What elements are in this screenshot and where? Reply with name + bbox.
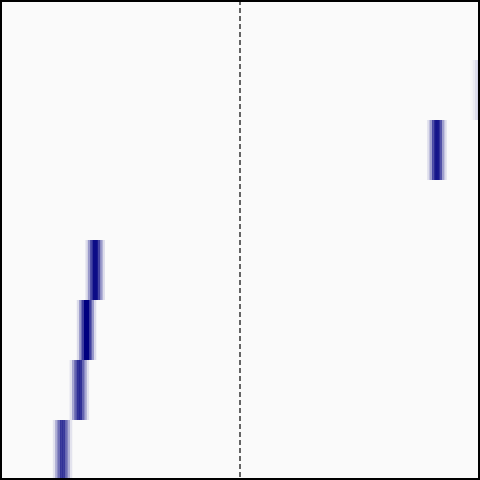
heatmap-cell-band xyxy=(76,360,80,420)
heatmap-cell-band xyxy=(97,240,101,300)
heatmap-cell-row-0 xyxy=(52,420,73,480)
heatmap-cell-band xyxy=(85,240,89,300)
heatmap-cell-band xyxy=(62,420,66,480)
heatmap-cell-band xyxy=(57,420,61,480)
heatmap-cell-band xyxy=(79,300,82,360)
heatmap-cell-row-3 xyxy=(85,240,105,300)
heatmap-cell-band xyxy=(67,420,70,480)
heatmap-cell-band xyxy=(88,300,92,360)
heatmap-cell-band xyxy=(86,300,90,360)
heatmap-cell-band xyxy=(52,420,56,480)
heatmap-cells xyxy=(52,60,480,480)
heatmap-cell-band xyxy=(439,120,442,180)
heatmap-cell-band xyxy=(93,300,97,360)
heatmap-cell-row-5 xyxy=(427,120,447,180)
heatmap-cell-band xyxy=(472,60,476,120)
heatmap-cell-band xyxy=(74,360,78,420)
heatmap-cell-band xyxy=(81,360,85,420)
heatmap-cell-band xyxy=(470,60,473,120)
heatmap-cell-band xyxy=(76,300,80,360)
heatmap-cell-band xyxy=(55,420,58,480)
heatmap-cell-band xyxy=(444,120,447,180)
heatmap-cell-band xyxy=(95,240,98,300)
heatmap-cell-band xyxy=(72,360,75,420)
heatmap-cell-band xyxy=(432,120,435,180)
heatmap-cell-row-2 xyxy=(76,300,97,360)
heatmap-cell-band xyxy=(91,300,94,360)
heatmap-cell-band xyxy=(64,420,68,480)
heatmap-cell-band xyxy=(87,240,91,300)
heatmap-cell-band xyxy=(90,240,93,300)
heatmap-cell-band xyxy=(92,240,96,300)
heatmap-cell-band xyxy=(434,120,438,180)
heatmap-cell-band xyxy=(102,240,105,300)
heatmap-cell-band xyxy=(86,360,90,420)
heatmap-cell-band xyxy=(429,120,433,180)
heatmap-cell-band xyxy=(60,420,63,480)
heatmap-cell-row-1 xyxy=(69,360,90,420)
heatmap-cell-band xyxy=(99,240,103,300)
heatmap-cell-band xyxy=(81,300,85,360)
heatmap-cell-band xyxy=(84,300,87,360)
heatmap-cell-band xyxy=(441,120,445,180)
heatmap-cell-band xyxy=(475,60,478,120)
heatmap-cell-band xyxy=(69,420,73,480)
heatmap-cell-band xyxy=(79,360,82,420)
heatmap-cell-band xyxy=(84,360,87,420)
heatmap-cell-band xyxy=(427,120,430,180)
heatmap-cell-band xyxy=(436,120,440,180)
heatmap-cell-band xyxy=(69,360,73,420)
